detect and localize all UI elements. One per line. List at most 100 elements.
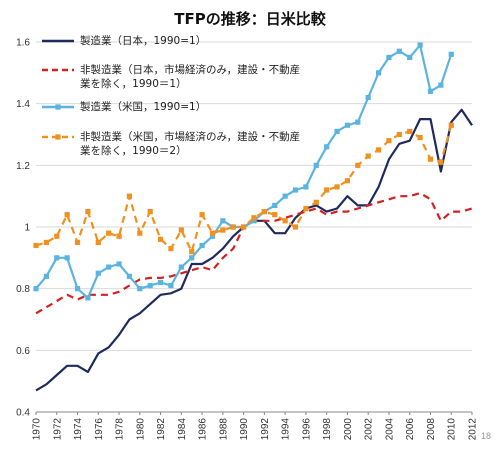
x-tick-label: 1996 xyxy=(301,418,312,441)
data-point xyxy=(375,147,382,153)
data-point xyxy=(292,224,299,230)
series-lines xyxy=(33,42,473,392)
x-tick-label: 2000 xyxy=(343,418,354,441)
y-tick-label: 0.8 xyxy=(16,284,30,295)
data-point xyxy=(251,218,257,224)
page-number: 18 xyxy=(481,431,491,441)
legend-item: 製造業（米国，1990=1） xyxy=(42,100,206,113)
data-point xyxy=(43,239,49,246)
data-point xyxy=(324,187,330,193)
data-point xyxy=(375,70,382,76)
x-tick-label: 1992 xyxy=(260,418,271,441)
data-point xyxy=(313,162,319,168)
data-point xyxy=(126,193,133,199)
data-point xyxy=(74,239,81,246)
data-point xyxy=(303,205,309,212)
series-4 xyxy=(33,122,454,255)
x-tick-label: 1986 xyxy=(198,418,209,441)
data-point xyxy=(147,208,153,215)
chart-title: TFPの推移：日米比較 xyxy=(174,10,326,28)
data-point xyxy=(137,230,143,236)
data-point xyxy=(116,261,122,267)
data-point xyxy=(355,119,361,125)
data-point xyxy=(168,245,174,252)
data-point xyxy=(396,48,402,54)
y-tick-label: 1.2 xyxy=(16,161,30,172)
x-tick-label: 2012 xyxy=(468,418,479,441)
data-point xyxy=(282,193,288,199)
data-point xyxy=(85,208,91,215)
legend-label: 非製造業（日本，市場経済のみ，建設・不動産 xyxy=(80,63,300,76)
data-point xyxy=(85,295,91,301)
data-point xyxy=(157,236,164,242)
data-point xyxy=(189,255,195,261)
data-point xyxy=(189,249,195,255)
data-point xyxy=(448,122,454,128)
data-point xyxy=(33,286,39,292)
x-tick-label: 1976 xyxy=(94,418,105,441)
data-point xyxy=(54,255,60,261)
x-tick-label: 1980 xyxy=(135,418,146,441)
data-point xyxy=(417,134,423,141)
y-tick-label: 1.4 xyxy=(16,99,30,110)
data-point xyxy=(106,230,112,236)
data-point xyxy=(438,159,444,165)
data-point xyxy=(334,128,340,135)
data-point xyxy=(313,199,319,205)
legend-item: 製造業（日本，1990=1） xyxy=(42,34,206,47)
series-line xyxy=(35,192,473,315)
data-point xyxy=(137,286,143,292)
data-point xyxy=(209,233,216,239)
legend-label: 製造業（米国，1990=1） xyxy=(80,100,206,113)
data-point xyxy=(178,264,184,270)
data-point xyxy=(438,82,444,88)
legend-label: 非製造業（米国，市場経済のみ，建設・不動産 xyxy=(80,130,300,143)
data-point xyxy=(427,88,434,94)
data-point xyxy=(386,138,392,144)
data-point xyxy=(64,255,70,261)
x-tick-label: 1982 xyxy=(156,418,167,441)
y-tick-label: 1 xyxy=(24,223,30,234)
x-tick-label: 2004 xyxy=(384,418,395,441)
x-tick-label: 1970 xyxy=(32,418,43,441)
data-point xyxy=(344,122,351,128)
data-point xyxy=(116,233,122,239)
data-point xyxy=(95,239,101,246)
axes: 0.4 0.6 0.8 1 1.2 1.4 1.6 1970 1972 1974 1976 1978 1… xyxy=(16,38,478,441)
data-point xyxy=(54,233,60,239)
data-point xyxy=(272,202,278,209)
data-point xyxy=(324,144,330,150)
x-tick-label: 1978 xyxy=(115,418,126,441)
x-tick-label: 1998 xyxy=(322,418,333,441)
gridlines xyxy=(36,41,472,413)
x-tick-label: 2002 xyxy=(364,418,375,441)
y-tick-label: 1.6 xyxy=(16,38,30,49)
x-tick-label: 2010 xyxy=(447,418,458,441)
data-point xyxy=(43,273,49,279)
data-point xyxy=(344,178,351,184)
data-point xyxy=(292,187,299,193)
x-tick-label: 1974 xyxy=(73,418,84,441)
data-point xyxy=(386,54,392,61)
data-point xyxy=(334,184,340,190)
legend-label: 製造業（日本，1990=1） xyxy=(80,34,206,47)
data-point xyxy=(241,224,247,230)
x-tick-label: 1994 xyxy=(281,418,292,441)
x-tick-label: 1984 xyxy=(177,418,188,441)
legend-label: 業を除く，1990＝2） xyxy=(80,144,187,157)
data-point xyxy=(64,212,70,218)
data-point xyxy=(407,54,413,61)
data-point xyxy=(448,51,454,57)
data-point xyxy=(106,264,112,270)
data-point xyxy=(303,184,309,190)
data-point xyxy=(365,94,371,101)
data-point xyxy=(427,156,434,162)
data-point xyxy=(199,212,205,218)
legend-label: 業を除く，1990＝1） xyxy=(80,77,187,90)
data-point xyxy=(272,212,278,218)
data-point xyxy=(407,128,413,135)
data-point xyxy=(209,230,216,236)
data-point xyxy=(282,218,288,224)
